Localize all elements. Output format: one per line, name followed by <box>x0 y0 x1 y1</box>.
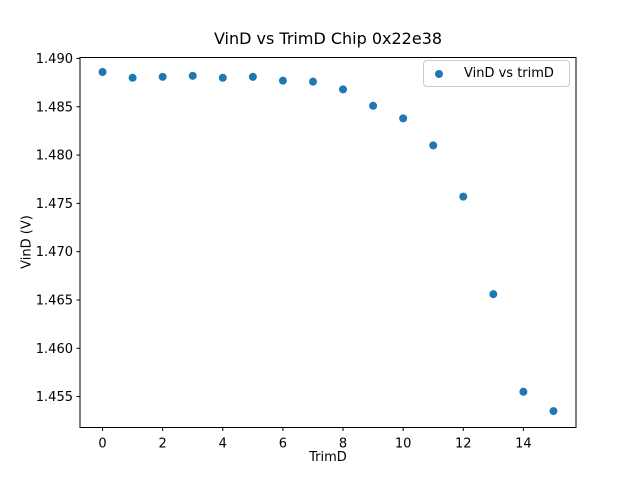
axes-frame <box>79 57 577 428</box>
data-point <box>489 290 498 299</box>
legend: VinD vs trimD <box>423 60 570 87</box>
data-point <box>459 192 468 201</box>
legend-label: VinD vs trimD <box>464 66 554 81</box>
legend-marker-icon <box>435 69 443 78</box>
x-axis-label: TrimD <box>309 450 347 465</box>
chart-title: VinD vs TrimD Chip 0x22e38 <box>213 29 443 48</box>
x-tick-label: 6 <box>279 437 287 452</box>
data-point <box>158 72 167 81</box>
x-tick-label: 14 <box>515 437 532 452</box>
x-tick-label: 8 <box>339 437 347 452</box>
data-point <box>519 387 528 396</box>
y-tick-label: 1.480 <box>36 149 73 164</box>
y-tick-label: 1.455 <box>36 390 73 405</box>
data-point <box>308 77 317 86</box>
data-point <box>128 73 137 82</box>
data-point <box>248 72 257 81</box>
data-point <box>98 67 107 76</box>
x-tick-label: 2 <box>159 437 167 452</box>
data-point <box>399 114 408 123</box>
data-point <box>549 407 558 416</box>
y-tick-label: 1.475 <box>36 197 73 212</box>
y-tick-label: 1.470 <box>36 245 73 260</box>
data-point <box>218 73 227 82</box>
y-tick-label: 1.485 <box>36 100 73 115</box>
y-tick-label: 1.465 <box>36 293 73 308</box>
y-tick-label: 1.460 <box>36 342 73 357</box>
y-tick-label: 1.490 <box>36 52 73 67</box>
data-point <box>339 85 348 94</box>
x-tick-label: 0 <box>98 437 106 452</box>
x-tick-label: 12 <box>455 437 472 452</box>
data-point <box>369 101 378 110</box>
x-tick-label: 10 <box>395 437 412 452</box>
x-tick-label: 4 <box>219 437 227 452</box>
data-point <box>429 141 438 150</box>
data-point <box>188 71 197 80</box>
data-point <box>278 76 287 85</box>
y-axis-label: VinD (V) <box>19 215 35 269</box>
